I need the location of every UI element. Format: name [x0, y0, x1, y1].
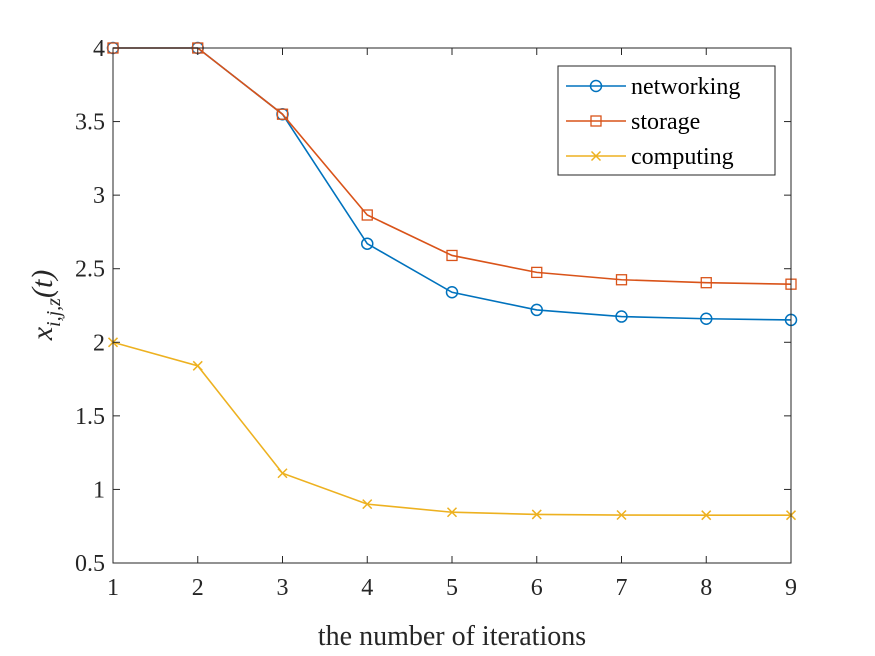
ticks-layer: 1 2 3 4 5 6 7 8 90.511.522.533.54 — [75, 36, 797, 601]
legend-item-storage: storage — [566, 109, 700, 135]
y-axis-label: xi,j,z(t) — [26, 270, 65, 342]
x-tick-label: 7 — [616, 575, 628, 601]
y-tick-label: 3 — [93, 183, 105, 209]
svg-text:xi,j,z(t): xi,j,z(t) — [26, 270, 65, 342]
data-point-networking — [445, 286, 459, 299]
data-point-networking — [700, 312, 713, 325]
data-point-computing — [446, 507, 458, 518]
data-point-computing — [531, 509, 542, 520]
y-axis-label-argument: (t) — [26, 270, 59, 298]
data-point-storage — [700, 277, 712, 289]
data-point-computing — [616, 510, 627, 521]
data-point-computing — [277, 468, 288, 479]
x-tick-label: 3 — [277, 575, 289, 601]
x-tick-label: 4 — [361, 575, 373, 601]
data-point-networking — [615, 310, 628, 323]
x-tick-label: 5 — [446, 575, 458, 601]
data-point-networking — [361, 237, 374, 250]
data-point-computing — [192, 360, 203, 371]
legend-marker — [590, 115, 602, 127]
data-point-computing — [701, 510, 712, 521]
y-tick-label: 2 — [93, 330, 105, 356]
y-tick-label: 3.5 — [75, 110, 105, 136]
series-line-storage — [113, 47, 792, 285]
data-point-storage — [531, 266, 543, 279]
y-tick-label: 1 — [93, 477, 105, 503]
legend: networking storage computing — [557, 65, 776, 176]
y-tick-label: 1.5 — [75, 404, 105, 430]
x-axis-label: the number of iterations — [318, 621, 586, 652]
legend-item-computing: computing — [566, 144, 734, 170]
y-axis-label-subscript: i,j,z — [43, 298, 65, 327]
x-tick-label: 8 — [700, 575, 712, 601]
legend-label: networking — [631, 74, 740, 100]
data-point-computing — [362, 499, 373, 510]
x-tick-label: 9 — [785, 575, 797, 601]
legend-label: storage — [631, 109, 700, 135]
x-tick-label: 2 — [192, 575, 204, 601]
data-point-storage — [361, 209, 373, 221]
x-tick-label: 6 — [531, 575, 543, 601]
data-point-storage — [615, 274, 628, 286]
legend-label: computing — [631, 144, 734, 170]
y-tick-label: 4 — [93, 36, 105, 62]
data-point-networking — [530, 303, 543, 317]
data-point-storage — [276, 108, 289, 120]
y-tick-label: 2.5 — [75, 257, 105, 283]
y-tick-label: 0.5 — [75, 551, 105, 577]
legend-marker — [590, 150, 602, 162]
y-axis-label-main: x — [26, 326, 59, 341]
x-tick-label: 1 — [107, 575, 119, 601]
legend-item-networking: networking — [566, 74, 740, 100]
data-point-storage — [446, 249, 458, 262]
legend-marker — [589, 79, 603, 93]
